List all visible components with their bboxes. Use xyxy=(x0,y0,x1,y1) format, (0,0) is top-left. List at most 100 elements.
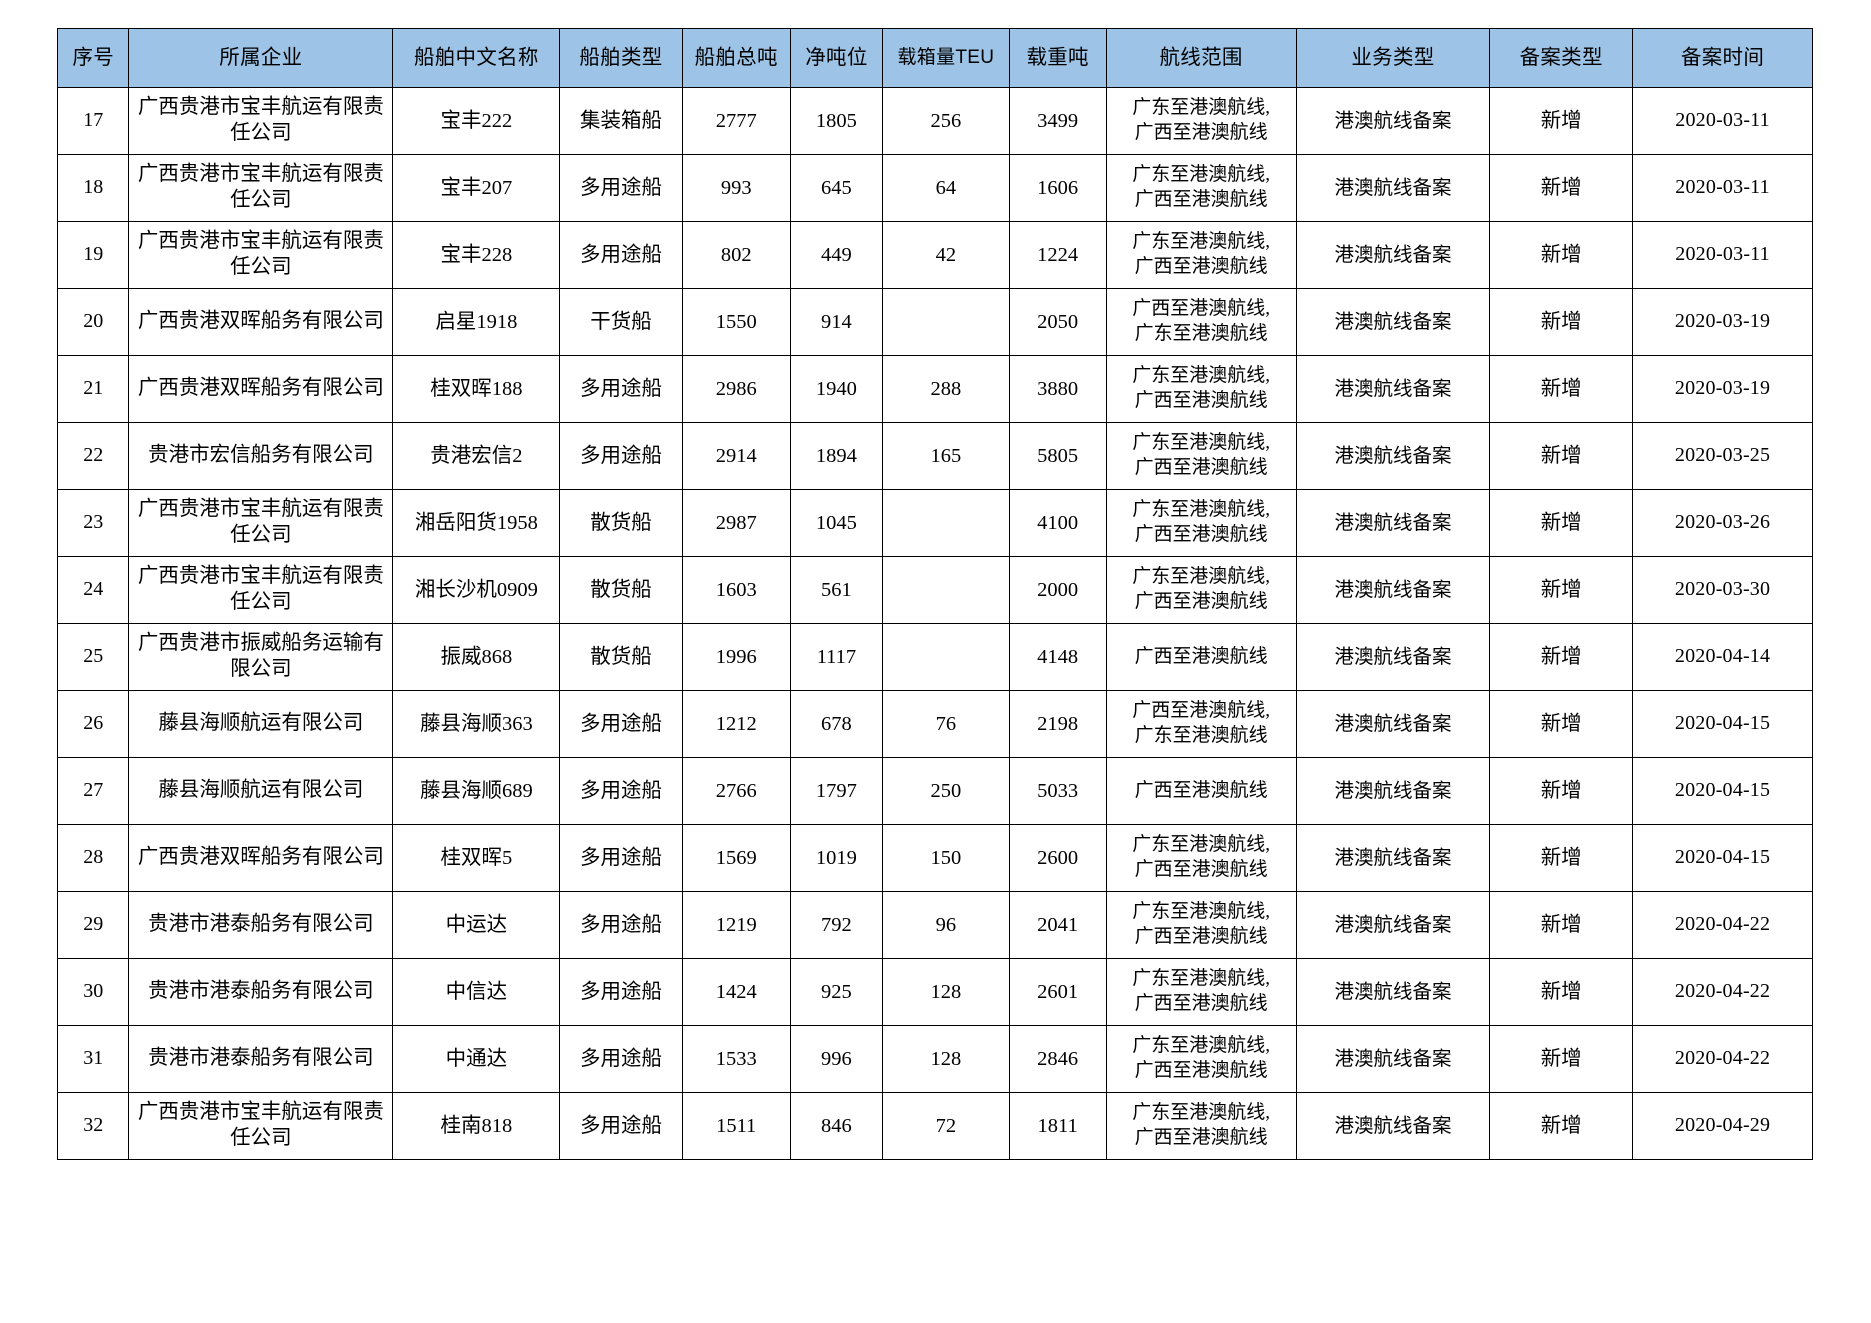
cell-teu: 288 xyxy=(882,355,1010,423)
cell-gross-tonnage: 2987 xyxy=(681,489,791,557)
cell-teu: 128 xyxy=(882,958,1010,1026)
cell-company: 贵港市港泰船务有限公司 xyxy=(128,958,394,1026)
cell-route-range: 广西至港澳航线 xyxy=(1105,757,1297,825)
cell-record-date: 2020-04-22 xyxy=(1632,958,1813,1026)
cell-vessel-name: 桂南818 xyxy=(392,1092,561,1160)
table-row: 22 贵港市宏信船务有限公司 贵港宏信2 多用途船 2914 1894 165 5805 广东至… xyxy=(56,422,1813,490)
route-line-2: 广西至港澳航线 xyxy=(1134,591,1268,612)
cell-business-type: 港澳航线备案 xyxy=(1295,422,1491,490)
column-header-company: 所属企业 xyxy=(128,28,394,88)
table-row: 28 广西贵港双晖船务有限公司 桂双晖5 多用途船 1569 1019 150 2600 广东至… xyxy=(56,824,1813,892)
cell-record-type: 新增 xyxy=(1489,958,1634,1026)
cell-company: 广西贵港市宝丰航运有限责任公司 xyxy=(128,489,394,557)
cell-record-type: 新增 xyxy=(1489,489,1634,557)
column-header-record-date: 备案时间 xyxy=(1632,28,1813,88)
cell-record-type: 新增 xyxy=(1489,1092,1634,1160)
cell-business-type: 港澳航线备案 xyxy=(1295,690,1491,758)
cell-vessel-type: 多用途船 xyxy=(559,355,683,423)
cell-record-type: 新增 xyxy=(1489,355,1634,423)
cell-gross-tonnage: 1569 xyxy=(681,824,791,892)
column-header-business-type: 业务类型 xyxy=(1295,28,1491,88)
cell-vessel-type: 多用途船 xyxy=(559,221,683,289)
cell-seq: 24 xyxy=(56,556,130,624)
cell-net-tonnage: 925 xyxy=(789,958,884,1026)
column-header-deadweight: 载重吨 xyxy=(1008,28,1107,88)
cell-route-range: 广东至港澳航线, 广西至港澳航线 xyxy=(1105,154,1297,222)
cell-record-date: 2020-03-25 xyxy=(1632,422,1813,490)
cell-company: 广西贵港市宝丰航运有限责任公司 xyxy=(128,154,394,222)
cell-vessel-name: 藤县海顺689 xyxy=(392,757,561,825)
column-header-teu: 载箱量TEU xyxy=(882,28,1010,88)
cell-company: 藤县海顺航运有限公司 xyxy=(128,757,394,825)
cell-gross-tonnage: 2766 xyxy=(681,757,791,825)
cell-net-tonnage: 1940 xyxy=(789,355,884,423)
cell-teu: 72 xyxy=(882,1092,1010,1160)
cell-gross-tonnage: 2777 xyxy=(681,87,791,155)
cell-vessel-type: 多用途船 xyxy=(559,154,683,222)
cell-seq: 29 xyxy=(56,891,130,959)
route-line-1: 广西至港澳航线 xyxy=(1134,645,1268,667)
cell-record-type: 新增 xyxy=(1489,824,1634,892)
cell-company: 广西贵港市振威船务运输有限公司 xyxy=(128,623,394,691)
cell-gross-tonnage: 802 xyxy=(681,221,791,289)
cell-record-date: 2020-03-11 xyxy=(1632,87,1813,155)
route-line-2: 广西至港澳航线 xyxy=(1134,524,1268,545)
cell-deadweight: 4148 xyxy=(1008,623,1107,691)
route-line-1: 广西至港澳航线, xyxy=(1132,298,1270,320)
route-line-2: 广西至港澳航线 xyxy=(1134,390,1268,411)
cell-business-type: 港澳航线备案 xyxy=(1295,355,1491,423)
cell-record-date: 2020-03-19 xyxy=(1632,355,1813,423)
cell-record-date: 2020-03-26 xyxy=(1632,489,1813,557)
cell-deadweight: 5033 xyxy=(1008,757,1107,825)
cell-net-tonnage: 561 xyxy=(789,556,884,624)
cell-vessel-name: 桂双晖188 xyxy=(392,355,561,423)
cell-record-date: 2020-03-19 xyxy=(1632,288,1813,356)
route-line-2: 广西至港澳航线 xyxy=(1134,256,1268,277)
cell-gross-tonnage: 1603 xyxy=(681,556,791,624)
cell-vessel-type: 散货船 xyxy=(559,489,683,557)
route-line-1: 广东至港澳航线, xyxy=(1132,1035,1270,1057)
cell-gross-tonnage: 1212 xyxy=(681,690,791,758)
column-header-seq: 序号 xyxy=(56,28,130,88)
cell-seq: 32 xyxy=(56,1092,130,1160)
cell-route-range: 广东至港澳航线, 广西至港澳航线 xyxy=(1105,891,1297,959)
cell-route-range: 广东至港澳航线, 广西至港澳航线 xyxy=(1105,824,1297,892)
cell-vessel-type: 多用途船 xyxy=(559,891,683,959)
cell-business-type: 港澳航线备案 xyxy=(1295,1025,1491,1093)
table-row: 30 贵港市港泰船务有限公司 中信达 多用途船 1424 925 128 2601 广东至港澳航… xyxy=(56,958,1813,1026)
table-row: 24 广西贵港市宝丰航运有限责任公司 湘长沙机0909 散货船 1603 561 2000 广… xyxy=(56,556,1813,624)
cell-vessel-name: 中运达 xyxy=(392,891,561,959)
cell-vessel-type: 多用途船 xyxy=(559,1092,683,1160)
cell-deadweight: 3499 xyxy=(1008,87,1107,155)
route-line-1: 广东至港澳航线, xyxy=(1132,566,1270,588)
route-line-1: 广东至港澳航线, xyxy=(1132,499,1270,521)
cell-net-tonnage: 1117 xyxy=(789,623,884,691)
cell-record-type: 新增 xyxy=(1489,221,1634,289)
table-body: 17 广西贵港市宝丰航运有限责任公司 宝丰222 集装箱船 2777 1805 256 349… xyxy=(56,87,1813,1160)
cell-deadweight: 4100 xyxy=(1008,489,1107,557)
cell-vessel-type: 散货船 xyxy=(559,556,683,624)
route-line-2: 广西至港澳航线 xyxy=(1134,926,1268,947)
cell-route-range: 广东至港澳航线, 广西至港澳航线 xyxy=(1105,87,1297,155)
cell-record-date: 2020-04-29 xyxy=(1632,1092,1813,1160)
cell-vessel-name: 宝丰228 xyxy=(392,221,561,289)
cell-teu xyxy=(882,623,1010,691)
cell-net-tonnage: 1805 xyxy=(789,87,884,155)
cell-net-tonnage: 846 xyxy=(789,1092,884,1160)
cell-gross-tonnage: 2986 xyxy=(681,355,791,423)
cell-record-type: 新增 xyxy=(1489,422,1634,490)
cell-teu: 150 xyxy=(882,824,1010,892)
cell-teu: 76 xyxy=(882,690,1010,758)
cell-seq: 23 xyxy=(56,489,130,557)
cell-deadweight: 2601 xyxy=(1008,958,1107,1026)
cell-record-date: 2020-04-22 xyxy=(1632,1025,1813,1093)
cell-record-date: 2020-04-15 xyxy=(1632,824,1813,892)
cell-company: 广西贵港市宝丰航运有限责任公司 xyxy=(128,221,394,289)
route-line-2: 广西至港澳航线 xyxy=(1134,122,1268,143)
cell-vessel-name: 藤县海顺363 xyxy=(392,690,561,758)
cell-gross-tonnage: 1219 xyxy=(681,891,791,959)
cell-vessel-name: 宝丰207 xyxy=(392,154,561,222)
cell-seq: 20 xyxy=(56,288,130,356)
cell-net-tonnage: 1045 xyxy=(789,489,884,557)
cell-net-tonnage: 1797 xyxy=(789,757,884,825)
